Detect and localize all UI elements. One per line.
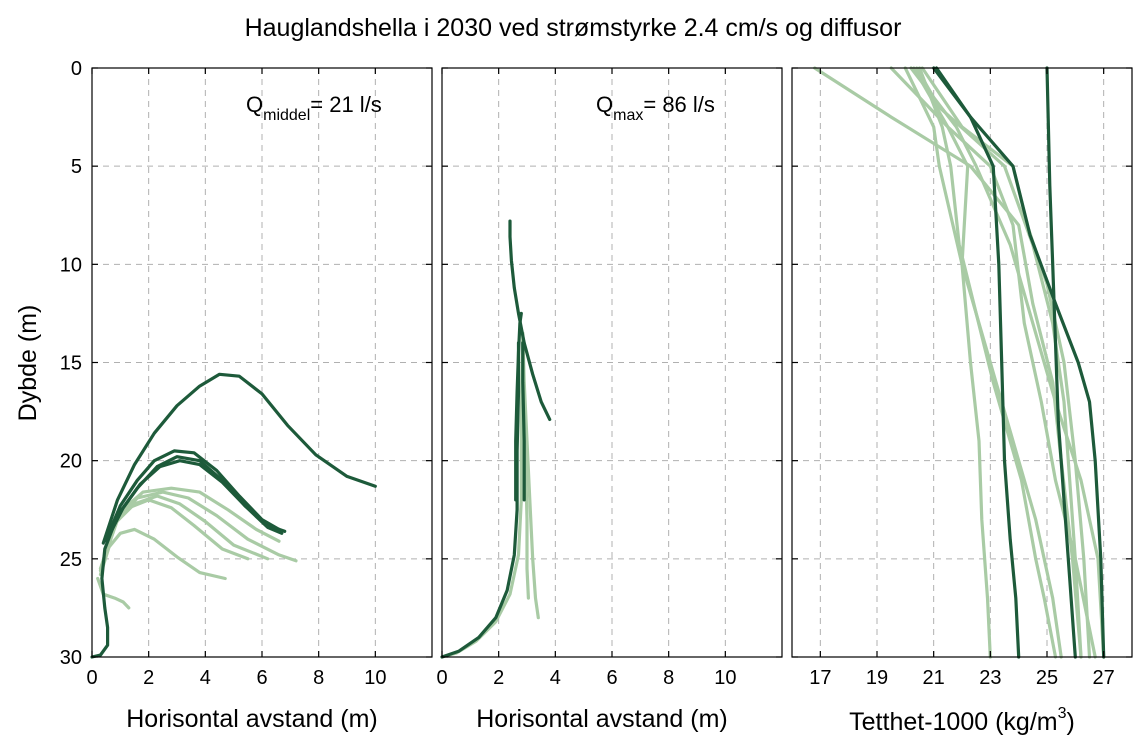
series-line-2 [440,341,521,659]
x-tick-label-2: 21 [923,667,945,689]
y-tick-label-5: 25 [60,549,82,571]
x-tick-label-2: 4 [550,667,561,689]
series-line-7 [104,449,281,541]
series-line-4 [508,219,552,421]
series-line-4 [98,490,298,571]
series-line-8 [934,66,1021,659]
x-tick-label-1: 2 [493,667,504,689]
annotation-q-max-sub: max [613,107,643,124]
annotation-q-max: Qmax= 86 l/s [596,92,715,124]
series-line-6 [90,455,287,659]
x-tick-label-0: 0 [86,667,97,689]
x-tick-label-2: 4 [200,667,211,689]
x-axis-label-panel-3-main: Tetthet-1000 (kg/m [849,708,1057,736]
y-tick-label-3: 15 [60,353,82,375]
series-line-4 [917,66,1058,659]
x-tick-label-1: 2 [143,667,154,689]
series-line-1 [98,527,227,581]
series-line-9 [932,66,1106,659]
series-line-10 [1045,66,1077,659]
series-line-6 [915,66,1083,659]
series-line-8 [104,459,284,543]
x-tick-label-5: 27 [1093,667,1115,689]
y-tick-label-4: 20 [60,451,82,473]
annotation-q-middel: Qmiddel= 21 l/s [246,92,382,124]
x-tick-label-0: 0 [436,667,447,689]
x-axis-label-panel-3: Tetthet-1000 (kg/m3) [849,705,1075,736]
series-line-5 [521,341,526,502]
x-tick-label-5: 10 [714,667,736,689]
annotation-q-middel-rest: = 21 l/s [310,92,382,117]
x-tick-label-3: 6 [606,667,617,689]
annotation-q-middel-main: Q [246,92,263,117]
x-tick-label-4: 25 [1036,667,1058,689]
x-axis-label-panel-3-end: ) [1067,708,1075,736]
x-tick-label-3: 23 [979,667,1001,689]
x-axis-label-panel-1: Horisontal avstand (m) [126,705,377,733]
x-tick-label-0: 17 [809,667,831,689]
y-tick-label-6: 30 [60,647,82,669]
x-tick-label-1: 19 [866,667,888,689]
x-tick-label-5: 10 [364,667,386,689]
x-axis-label-panel-3-sup: 3 [1058,705,1067,722]
y-tick-label-2: 10 [60,254,82,276]
series-line-3 [912,66,992,659]
y-axis-label: Dybde (m) [14,305,42,422]
figure-title: Hauglandshella i 2030 ved strømstyrke 2.… [245,14,902,42]
panel-density-profiles: 17 19 21 23 25 27 [791,66,1133,689]
panel-plume-middel: 0 2 4 6 8 10 0 5 10 15 20 25 30 [60,58,433,689]
annotation-q-max-main: Q [596,92,613,117]
series-line-0 [813,66,1083,659]
y-tick-label-1: 5 [71,156,82,178]
x-tick-label-4: 8 [663,667,674,689]
x-tick-label-3: 6 [256,667,267,689]
series-line-7 [903,66,1063,659]
series-line-2 [909,66,1106,659]
annotation-q-max-rest: = 86 l/s [643,92,715,117]
y-tick-label-0: 0 [71,58,82,80]
x-axis-label-panel-2: Horisontal avstand (m) [476,705,727,733]
annotation-q-middel-sub: middel [263,107,310,124]
series-line-9 [101,372,377,545]
panel-plume-max: 0 2 4 6 8 10 [436,67,783,689]
x-tick-label-4: 8 [313,667,324,689]
